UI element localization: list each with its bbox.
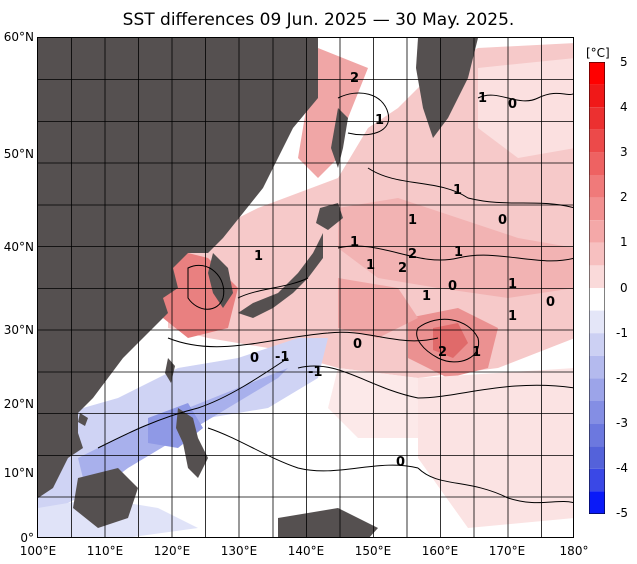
contour-lines [97,92,573,504]
contour-label: 1 [472,345,481,360]
colorbar-tick: -3 [616,416,628,430]
borneo [73,468,138,528]
contour-label: 0 [546,295,555,310]
contour-label: 1 [350,235,359,250]
lon-label: 110°E [86,544,124,558]
colorbar-tick: 3 [620,145,628,159]
colorbar-tick: 1 [620,235,628,249]
new-guinea [278,508,378,537]
lat-label: 10°N [3,466,34,480]
contour-label: 1 [508,277,517,292]
colorbar-tick: 5 [620,55,628,69]
lat-label: 20°N [3,397,34,411]
hokkaido [316,203,343,230]
lon-label: 100°E [19,544,57,558]
contour-label: 0 [498,213,507,228]
lat-label: 30°N [3,323,34,337]
contour-label: 1 [478,91,487,106]
asia-continent [38,38,318,498]
contour-label: 0 [250,351,259,366]
lon-label: 170°E [488,544,526,558]
land-layer [38,38,478,537]
lat-label: 40°N [3,240,34,254]
colorbar-tick: 4 [620,100,628,114]
colorbar-tick: 0 [620,281,628,295]
contour-label: 0 [508,97,517,112]
colorbar-tick: -2 [616,371,628,385]
contour-label: 1 [453,183,462,198]
sst-map: 2 1 1 0 1 0 1 1 1 2 2 1 1 0 1 1 0 1 0 -1… [37,37,574,538]
hainan [78,413,88,426]
colorbar-tick: -1 [616,326,628,340]
taiwan [165,358,175,383]
contour-label: 2 [438,345,447,360]
lat-label: 50°N [3,147,34,161]
honshu [238,233,323,318]
contour-label: 0 [448,279,457,294]
lon-label: 120°E [153,544,191,558]
colorbar [589,62,605,514]
colorbar-tick: 2 [620,190,628,204]
warm-anomaly-layer [158,43,573,528]
sakhalin [331,108,348,168]
colorbar-tick: -4 [616,461,628,475]
contour-label: 2 [350,71,359,86]
lon-label: 160°E [421,544,459,558]
contour-label: 1 [422,289,431,304]
contour-label: 1 [508,309,517,324]
korea [208,253,233,308]
lon-label: 180° [559,544,589,558]
philippines [176,408,208,478]
contour-label: 2 [408,247,417,262]
colorbar-tick: -5 [616,506,628,520]
lon-label: 140°E [287,544,325,558]
contour-label: 2 [398,261,407,276]
contour-label: -1 [275,350,289,365]
contour-label-group: 2 1 1 0 1 0 1 1 1 2 2 1 1 0 1 1 0 1 0 -1… [250,71,555,470]
contour-label: 1 [254,249,263,264]
contour-label: 1 [375,113,384,128]
kamchatka [416,38,478,138]
contour-label: -1 [308,365,322,380]
lat-label: 0° [20,531,34,545]
lon-label: 130°E [220,544,258,558]
lat-label: 60°N [3,30,34,44]
graticule [38,38,573,537]
contour-label: 1 [454,245,463,260]
map-title: SST differences 09 Jun. 2025 — 30 May. 2… [122,10,515,30]
colorbar-unit: [°C] [586,46,610,60]
contour-label: 1 [408,213,417,228]
sst-map-canvas: 2 1 1 0 1 0 1 1 1 2 2 1 1 0 1 1 0 1 0 -1… [38,38,573,537]
contour-label: 0 [396,455,405,470]
contour-label: 0 [353,337,362,352]
contour-label: 1 [366,258,375,273]
lon-label: 150°E [354,544,392,558]
